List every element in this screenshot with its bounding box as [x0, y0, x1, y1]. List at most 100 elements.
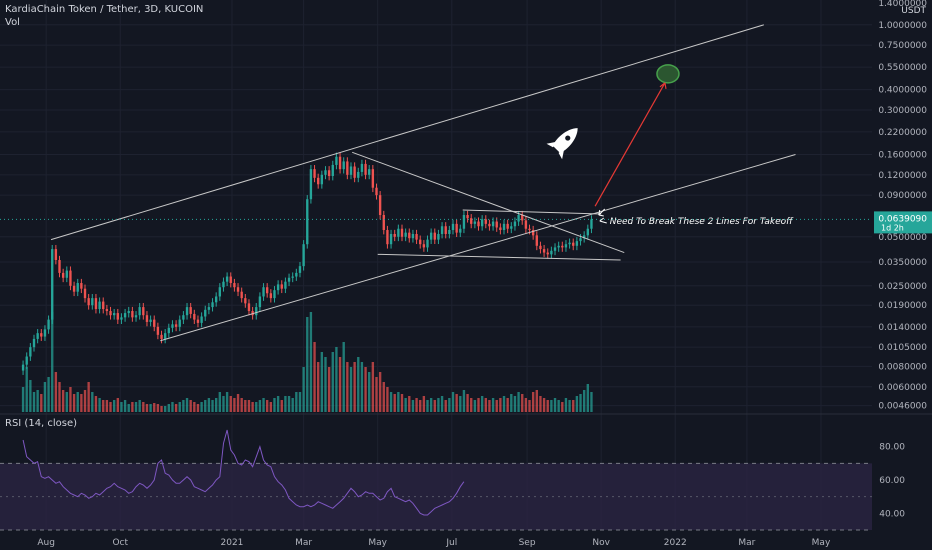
volume-bar [80, 394, 83, 412]
volume-bar [324, 357, 327, 412]
candle-body [451, 223, 455, 231]
candle-body [582, 235, 586, 239]
volume-bar [43, 382, 47, 412]
volume-bar [185, 398, 189, 412]
volume-bar [451, 392, 455, 412]
candle-body [76, 283, 79, 292]
candle-body [459, 228, 462, 233]
candle-body [266, 287, 269, 294]
time-axis-label: 2022 [664, 538, 687, 548]
volume-bar [572, 400, 575, 412]
candle-body [404, 232, 407, 237]
candle-body [43, 329, 47, 337]
volume-bar [561, 402, 564, 412]
candle-body [244, 298, 247, 304]
volume-bar [262, 398, 265, 412]
candle-body [25, 356, 28, 365]
candle-body [440, 226, 444, 234]
volume-bar [484, 398, 487, 412]
candle-body [371, 169, 375, 188]
candle-body [189, 307, 192, 314]
candle-body [32, 338, 36, 348]
candle-body [98, 301, 101, 310]
currency-label: USDT [901, 6, 926, 16]
pointer-arrow-2 [599, 217, 607, 224]
candle-body [218, 287, 222, 297]
price-axis-label: 0.1200000 [878, 171, 927, 181]
candle-body [145, 315, 149, 322]
candle-body [561, 245, 564, 248]
candle-body [313, 169, 316, 178]
volume-bar [134, 402, 138, 412]
breakout-annotation: Need To Break These 2 Lines For Takeoff [610, 217, 794, 227]
candle-body [269, 293, 273, 299]
target-arrow [594, 82, 666, 207]
candle-body [116, 313, 119, 320]
candle-body [54, 249, 58, 260]
target-arrow-head [659, 82, 667, 89]
candle-body [360, 163, 364, 172]
volume-bar [513, 396, 517, 412]
volume-bar [360, 362, 364, 412]
candle-body [120, 317, 123, 320]
volume-bar [327, 367, 331, 412]
volume-bar [535, 390, 538, 412]
volume-bar [222, 396, 225, 412]
candle-body [185, 307, 189, 316]
volume-bar [506, 398, 509, 412]
volume-bar [455, 394, 458, 412]
candle-body [378, 195, 382, 216]
candle-body [236, 287, 240, 292]
volume-label: Vol [5, 17, 20, 28]
price-axis-label: 0.0080000 [878, 362, 927, 372]
price-axis-label: 0.5500000 [878, 63, 927, 73]
drawings: Need To Break These 2 Lines For Takeoff [0, 24, 872, 342]
candle-body [462, 215, 466, 229]
candle-body [393, 233, 396, 237]
candle-body [61, 272, 65, 278]
candle-body [448, 230, 451, 234]
candle-body [233, 283, 236, 288]
volume-bar [21, 387, 25, 412]
volume-bar [65, 392, 68, 412]
volume-bar [553, 398, 557, 412]
volume-bar [109, 402, 112, 412]
candle-body [579, 238, 582, 242]
candle-body [524, 220, 528, 229]
time-axis-label: Mar [738, 538, 755, 548]
candle-body [517, 215, 520, 222]
candle-body [65, 270, 68, 278]
candle-body [306, 199, 309, 245]
volume-bar [94, 396, 98, 412]
candle-body [112, 313, 116, 316]
candle-body [309, 169, 313, 200]
price-axis-label: 1.0000000 [878, 21, 927, 31]
volume-bar [491, 398, 495, 412]
volume-bar [218, 392, 222, 412]
volume-bar [524, 398, 528, 412]
price-axis-label: 0.0500000 [878, 233, 927, 243]
volume-bar [448, 398, 451, 412]
volume-bar [105, 400, 109, 412]
volume-bar [444, 400, 447, 412]
volume-bar [440, 396, 444, 412]
volume-bar [236, 394, 240, 412]
target-circle [656, 64, 680, 84]
candle-body [29, 347, 32, 357]
volume-bar [174, 404, 178, 412]
candle-body [214, 296, 218, 303]
volume-bar [102, 400, 105, 412]
candle-body [58, 259, 61, 273]
candle-body [174, 324, 178, 327]
candle-body [225, 276, 229, 282]
rsi-axis-label: 40.00 [879, 509, 905, 519]
candle-body [386, 230, 389, 245]
volume-bar [528, 400, 531, 412]
candle-body [349, 166, 353, 175]
volume-bar [112, 400, 116, 412]
candle-body [182, 315, 185, 320]
volume-bar [178, 402, 181, 412]
candle-body [411, 233, 415, 239]
volume-bar [138, 400, 141, 412]
